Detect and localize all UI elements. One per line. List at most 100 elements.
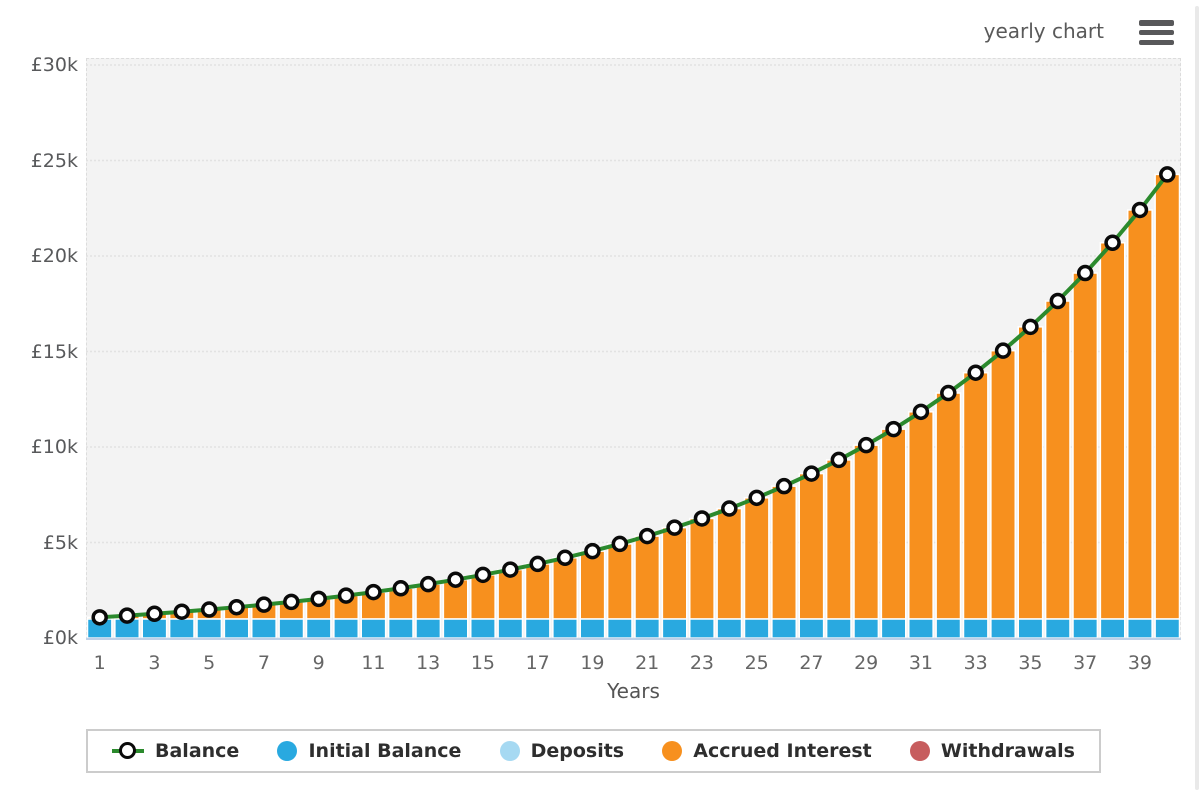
balance-marker-year-28[interactable] [830, 451, 848, 469]
bar-accrued-interest-year-11[interactable] [360, 591, 387, 620]
balance-marker-year-35[interactable] [1022, 318, 1039, 336]
bar-initial-balance-year-26[interactable] [771, 618, 797, 639]
balance-marker-year-31[interactable] [912, 403, 930, 421]
bar-accrued-interest-year-32[interactable] [935, 392, 962, 620]
bar-initial-balance-year-21[interactable] [634, 618, 661, 639]
bar-initial-balance-year-40[interactable] [1154, 618, 1181, 639]
balance-marker-year-5[interactable] [200, 601, 218, 618]
bar-initial-balance-year-18[interactable] [552, 618, 578, 639]
bar-initial-balance-year-39[interactable] [1127, 618, 1153, 639]
bar-initial-balance-year-33[interactable] [962, 618, 989, 639]
balance-marker-year-20[interactable] [611, 535, 629, 553]
bar-initial-balance-year-31[interactable] [908, 618, 934, 639]
bar-initial-balance-year-17[interactable] [524, 618, 551, 639]
balance-marker-year-37[interactable] [1076, 264, 1094, 282]
balance-marker-year-13[interactable] [419, 575, 437, 593]
balance-marker-year-18[interactable] [556, 549, 574, 567]
bar-accrued-interest-year-29[interactable] [853, 444, 880, 620]
bar-accrued-interest-year-21[interactable] [634, 535, 661, 620]
balance-marker-year-14[interactable] [447, 571, 464, 588]
legend-item-deposits[interactable]: Deposits [499, 740, 624, 762]
bar-accrued-interest-year-26[interactable] [771, 485, 797, 620]
bar-initial-balance-year-5[interactable] [196, 618, 223, 639]
hamburger-menu-icon[interactable] [1139, 20, 1174, 45]
balance-marker-year-40[interactable] [1159, 166, 1176, 183]
bar-initial-balance-year-15[interactable] [470, 618, 496, 639]
bar-accrued-interest-year-24[interactable] [716, 507, 743, 620]
bar-initial-balance-year-11[interactable] [360, 618, 387, 639]
bar-initial-balance-year-10[interactable] [333, 618, 359, 639]
balance-marker-year-25[interactable] [748, 489, 765, 507]
bar-accrued-interest-year-35[interactable] [1017, 326, 1044, 620]
bar-initial-balance-year-25[interactable] [743, 618, 770, 639]
bar-accrued-interest-year-39[interactable] [1127, 209, 1153, 620]
balance-marker-year-1[interactable] [91, 609, 108, 626]
bar-accrued-interest-year-28[interactable] [825, 459, 852, 620]
bar-initial-balance-year-29[interactable] [853, 618, 880, 639]
balance-marker-year-19[interactable] [584, 542, 601, 560]
balance-marker-year-11[interactable] [365, 583, 382, 601]
balance-marker-year-32[interactable] [940, 384, 957, 402]
balance-marker-year-7[interactable] [255, 596, 273, 613]
bar-accrued-interest-year-20[interactable] [606, 543, 633, 620]
bar-accrued-interest-year-33[interactable] [962, 371, 989, 620]
legend-item-balance[interactable]: Balance [112, 740, 239, 762]
balance-marker-year-24[interactable] [721, 500, 738, 517]
bar-initial-balance-year-13[interactable] [415, 618, 442, 639]
balance-marker-year-12[interactable] [392, 580, 410, 597]
bar-accrued-interest-year-17[interactable] [524, 563, 551, 620]
bar-accrued-interest-year-34[interactable] [990, 349, 1016, 620]
bar-initial-balance-year-19[interactable] [579, 618, 606, 639]
balance-marker-year-26[interactable] [775, 477, 793, 495]
bar-initial-balance-year-28[interactable] [825, 618, 852, 639]
bar-accrued-interest-year-23[interactable] [689, 517, 715, 620]
balance-marker-year-3[interactable] [146, 605, 163, 622]
scrollbar-track[interactable] [1195, 6, 1199, 790]
balance-marker-year-21[interactable] [638, 527, 656, 545]
bar-accrued-interest-year-37[interactable] [1072, 272, 1099, 620]
bar-accrued-interest-year-18[interactable] [552, 557, 578, 620]
bar-accrued-interest-year-25[interactable] [743, 497, 770, 620]
bar-initial-balance-year-32[interactable] [935, 618, 962, 639]
bar-accrued-interest-year-38[interactable] [1099, 241, 1126, 620]
bar-initial-balance-year-30[interactable] [880, 618, 907, 639]
bar-initial-balance-year-7[interactable] [251, 618, 277, 639]
balance-marker-year-36[interactable] [1049, 292, 1067, 310]
bar-initial-balance-year-14[interactable] [442, 618, 469, 639]
balance-marker-year-8[interactable] [283, 593, 300, 611]
bar-initial-balance-year-24[interactable] [716, 618, 743, 639]
bar-initial-balance-year-35[interactable] [1017, 618, 1044, 639]
bar-initial-balance-year-12[interactable] [387, 618, 414, 639]
balance-marker-year-30[interactable] [885, 420, 902, 438]
balance-marker-year-29[interactable] [857, 436, 875, 454]
bar-initial-balance-year-22[interactable] [661, 618, 688, 639]
balance-marker-year-27[interactable] [803, 465, 820, 482]
bar-accrued-interest-year-27[interactable] [798, 472, 825, 620]
balance-marker-year-38[interactable] [1104, 234, 1121, 251]
legend-item-initial-balance[interactable]: Initial Balance [277, 740, 461, 762]
bar-accrued-interest-year-22[interactable] [661, 526, 688, 620]
balance-marker-year-2[interactable] [118, 607, 136, 624]
balance-marker-year-16[interactable] [502, 561, 519, 578]
balance-marker-year-6[interactable] [228, 598, 245, 616]
bar-accrued-interest-year-36[interactable] [1044, 300, 1071, 620]
legend-item-accrued-interest[interactable]: Accrued Interest [662, 740, 872, 762]
balance-marker-year-9[interactable] [310, 590, 327, 608]
bar-initial-balance-year-23[interactable] [689, 618, 715, 639]
bar-initial-balance-year-4[interactable] [168, 618, 195, 639]
bar-accrued-interest-year-31[interactable] [908, 411, 934, 620]
legend-item-withdrawals[interactable]: Withdrawals [909, 740, 1075, 762]
bar-initial-balance-year-38[interactable] [1099, 618, 1126, 639]
balance-line[interactable] [99, 173, 1169, 620]
bar-initial-balance-year-8[interactable] [278, 618, 305, 639]
balance-marker-year-34[interactable] [994, 342, 1012, 359]
bar-initial-balance-year-37[interactable] [1072, 618, 1099, 639]
balance-marker-year-23[interactable] [693, 510, 711, 527]
bar-initial-balance-year-6[interactable] [223, 618, 250, 639]
bar-accrued-interest-year-30[interactable] [880, 428, 907, 620]
balance-marker-year-10[interactable] [337, 587, 355, 604]
bar-initial-balance-year-20[interactable] [606, 618, 633, 639]
bar-initial-balance-year-16[interactable] [497, 618, 524, 639]
bar-initial-balance-year-34[interactable] [990, 618, 1016, 639]
bar-initial-balance-year-36[interactable] [1044, 618, 1071, 639]
